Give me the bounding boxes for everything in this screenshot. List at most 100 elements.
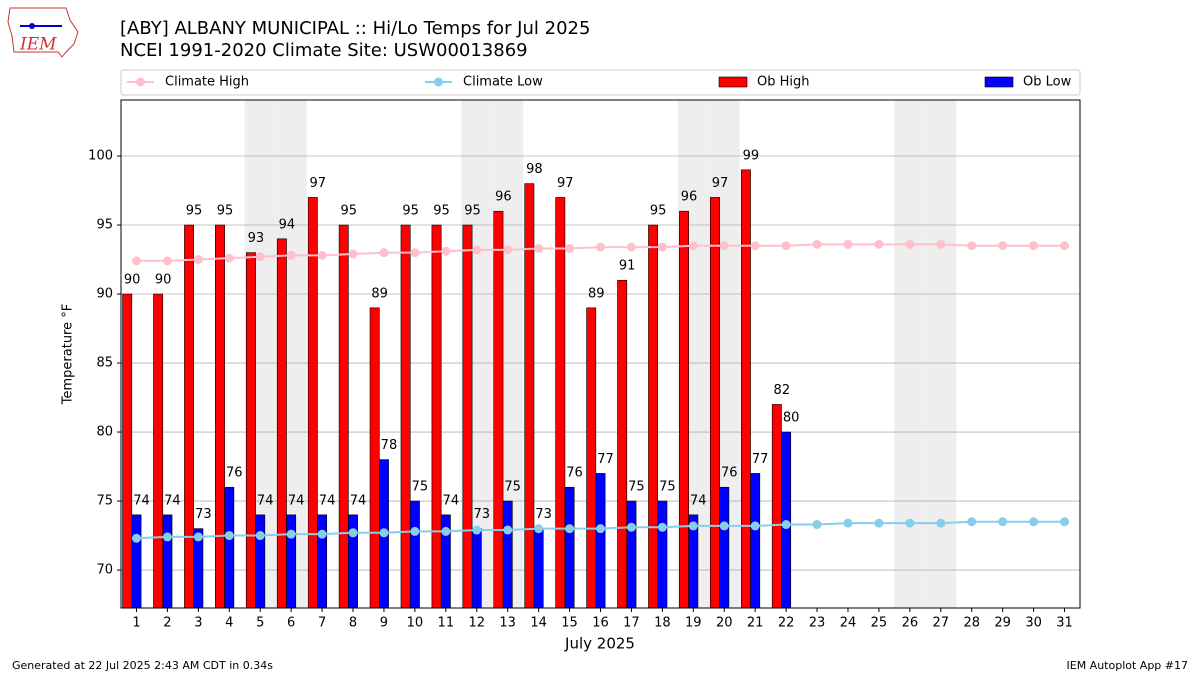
point xyxy=(688,241,698,251)
value-label: 95 xyxy=(186,204,203,219)
value-label: 74 xyxy=(257,493,274,508)
y-tick-label: 95 xyxy=(96,218,113,233)
x-tick-label: 30 xyxy=(1025,616,1042,631)
bar xyxy=(153,293,164,609)
bar xyxy=(617,279,628,609)
point xyxy=(936,518,946,528)
value-label: 74 xyxy=(350,493,367,508)
point xyxy=(843,518,853,528)
y-tick-label: 70 xyxy=(96,563,113,578)
x-tick-label: 22 xyxy=(778,616,795,631)
bar xyxy=(502,500,513,609)
bar xyxy=(184,224,194,609)
y-tick-label: 75 xyxy=(96,494,113,509)
chart-subtitle: NCEI 1991-2020 Climate Site: USW00013869 xyxy=(120,40,528,61)
point xyxy=(596,242,605,252)
chart-title: [ABY] ALBANY MUNICIPAL :: Hi/Lo Temps fo… xyxy=(120,18,590,39)
bar xyxy=(409,500,420,609)
point xyxy=(596,524,605,534)
point xyxy=(131,256,141,266)
value-label: 96 xyxy=(681,190,698,205)
point xyxy=(874,518,884,528)
value-label: 74 xyxy=(133,493,150,508)
bar xyxy=(224,486,235,609)
bar xyxy=(493,210,504,609)
legend-marker xyxy=(136,77,145,87)
value-label: 89 xyxy=(588,286,605,301)
point xyxy=(193,255,203,265)
y-tick-label: 100 xyxy=(88,149,113,164)
bar xyxy=(431,224,442,609)
bar xyxy=(533,528,544,609)
value-label: 74 xyxy=(288,493,305,508)
point xyxy=(719,521,729,531)
value-label: 73 xyxy=(195,507,212,522)
x-tick-label: 16 xyxy=(592,616,609,631)
point xyxy=(441,526,451,536)
bar xyxy=(750,473,761,609)
value-label: 77 xyxy=(752,452,769,467)
point xyxy=(565,243,575,253)
x-tick-label: 10 xyxy=(407,616,424,631)
footer-right: IEM Autoplot App #17 xyxy=(1067,659,1189,672)
bar xyxy=(122,293,133,609)
point xyxy=(626,522,636,532)
x-tick-label: 12 xyxy=(468,616,485,631)
point xyxy=(348,249,358,259)
x-tick-label: 28 xyxy=(963,616,980,631)
value-label: 76 xyxy=(566,466,583,481)
bar xyxy=(369,307,380,609)
bar xyxy=(771,404,782,609)
x-tick-label: 19 xyxy=(685,616,702,631)
point xyxy=(472,525,482,535)
point xyxy=(534,524,544,534)
bar xyxy=(679,210,689,609)
x-tick-label: 9 xyxy=(380,616,388,631)
value-label: 96 xyxy=(495,190,512,205)
value-label: 75 xyxy=(412,480,429,495)
bar xyxy=(245,252,256,609)
point xyxy=(162,532,172,542)
value-label: 97 xyxy=(712,176,729,191)
x-tick-label: 13 xyxy=(499,616,516,631)
bar xyxy=(400,224,411,609)
x-tick-label: 6 xyxy=(287,616,295,631)
legend-label: Climate Low xyxy=(463,75,543,90)
x-tick-label: 1 xyxy=(132,616,140,631)
value-label: 99 xyxy=(743,148,760,163)
point xyxy=(998,241,1008,251)
point xyxy=(905,518,915,528)
point xyxy=(472,245,482,255)
y-tick-label: 85 xyxy=(96,356,113,371)
point xyxy=(967,241,977,251)
weekend-shade xyxy=(894,100,926,608)
point xyxy=(379,528,389,538)
value-label: 80 xyxy=(783,411,800,426)
bar xyxy=(215,224,225,609)
x-tick-label: 15 xyxy=(561,616,578,631)
value-label: 82 xyxy=(774,383,791,398)
bar xyxy=(338,224,349,609)
point xyxy=(379,248,389,258)
bar xyxy=(555,197,566,609)
value-label: 76 xyxy=(226,466,243,481)
point xyxy=(626,242,636,252)
legend-marker xyxy=(434,77,443,87)
logo-text: IEM xyxy=(19,35,57,55)
value-label: 97 xyxy=(557,176,574,191)
value-label: 91 xyxy=(619,259,636,274)
value-label: 89 xyxy=(371,286,388,301)
point xyxy=(441,246,451,256)
x-tick-label: 25 xyxy=(871,616,888,631)
bar xyxy=(626,500,637,609)
point xyxy=(781,520,791,530)
point xyxy=(1060,241,1070,251)
point xyxy=(967,517,977,527)
bar xyxy=(719,486,730,609)
value-label: 74 xyxy=(690,493,707,508)
y-tick-label: 80 xyxy=(96,425,113,440)
x-tick-label: 26 xyxy=(902,616,919,631)
point xyxy=(998,517,1008,527)
plot-frame xyxy=(120,99,1081,609)
bar xyxy=(524,183,535,609)
